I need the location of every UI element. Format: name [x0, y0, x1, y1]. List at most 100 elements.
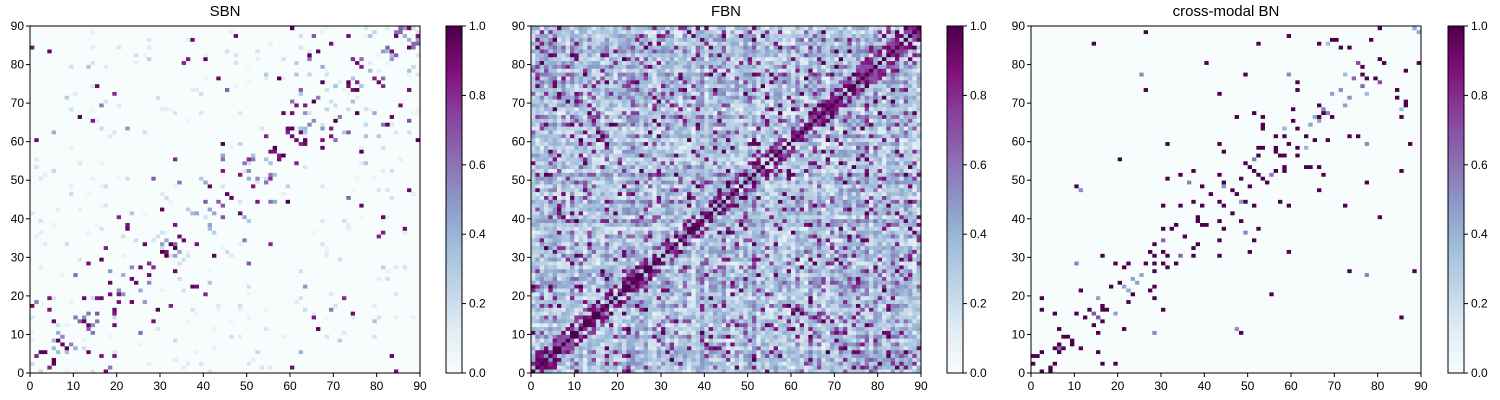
heatmap-cell [168, 311, 174, 316]
heatmap-cell [129, 245, 135, 250]
heatmap-cell [199, 299, 204, 304]
heatmap-cell [60, 272, 66, 277]
heatmap-cell [411, 365, 417, 370]
heatmap-cell [160, 249, 165, 254]
heatmap-cell [34, 184, 40, 189]
heatmap-cell [86, 168, 92, 173]
heatmap-cell [64, 214, 70, 220]
heatmap-cell [147, 191, 152, 196]
heatmap-cell [264, 276, 269, 281]
heatmap-cell [342, 299, 347, 304]
heatmap-cell [129, 187, 135, 193]
heatmap-cell [103, 326, 109, 331]
heatmap-cell [337, 322, 343, 328]
heatmap-cell [86, 330, 92, 335]
heatmap-cell [298, 330, 304, 335]
heatmap-cell [51, 319, 57, 324]
heatmap-cell [203, 218, 209, 223]
heatmap-cell [73, 346, 79, 351]
heatmap-cell [303, 338, 308, 343]
heatmap-cell [229, 218, 235, 223]
heatmap-cell [51, 187, 57, 193]
heatmap-cell [138, 207, 144, 212]
heatmap-cell [342, 307, 347, 312]
heatmap-cell [56, 326, 61, 331]
heatmap-cell [298, 211, 304, 216]
heatmap-cell [90, 199, 96, 204]
heatmap-cell [381, 330, 386, 335]
heatmap-cell [381, 284, 386, 289]
heatmap-cell [298, 218, 304, 223]
heatmap-cell [129, 288, 135, 293]
heatmap-cell [194, 195, 200, 200]
heatmap-cell [125, 187, 131, 193]
heatmap-cell [90, 191, 96, 196]
heatmap-cell [376, 334, 382, 339]
heatmap-cell [290, 319, 295, 324]
heatmap-cell [38, 288, 44, 293]
heatmap-cell [194, 369, 200, 374]
heatmap-cell [177, 261, 183, 266]
heatmap-cell [264, 365, 269, 370]
heatmap-cell [73, 172, 79, 177]
heatmap-cell [324, 176, 330, 181]
heatmap-cell [264, 238, 269, 243]
heatmap-cell [363, 268, 369, 274]
heatmap-cell [138, 295, 144, 301]
heatmap-cell [181, 346, 187, 351]
heatmap-cell [69, 322, 74, 328]
heatmap-cell [246, 234, 252, 239]
heatmap-cell [372, 199, 378, 204]
heatmap-cell [251, 295, 256, 301]
heatmap-cell [212, 319, 217, 324]
heatmap-cell [69, 218, 74, 223]
heatmap-cell [34, 160, 40, 166]
heatmap-cell [411, 234, 417, 239]
heatmap-cell [333, 265, 339, 270]
heatmap-cell [134, 238, 139, 243]
heatmap-cell [82, 326, 87, 331]
heatmap-cell [212, 218, 217, 223]
heatmap-cell [372, 322, 378, 328]
heatmap-cell [99, 311, 105, 316]
heatmap-cell [277, 268, 282, 274]
heatmap-cell [220, 234, 226, 239]
heatmap-cell [320, 238, 326, 243]
heatmap-cell [407, 191, 412, 196]
heatmap-cell [134, 326, 139, 331]
heatmap-cell [333, 191, 339, 196]
heatmap-cell [116, 284, 122, 289]
heatmap-cell [164, 334, 170, 339]
heatmap-cell [56, 238, 61, 243]
heatmap-cell [103, 292, 109, 297]
heatmap-cell [346, 199, 352, 204]
heatmap-cell [372, 311, 378, 316]
heatmap-cell [329, 288, 334, 293]
heatmap-cell [411, 211, 417, 216]
heatmap-cell [268, 303, 274, 308]
heatmap-cell [212, 307, 217, 312]
heatmap-cell [69, 268, 74, 274]
heatmap-cell [385, 330, 391, 335]
heatmap-cell [329, 284, 334, 289]
heatmap-cell [190, 234, 196, 239]
heatmap-cell [350, 218, 356, 223]
heatmap-cell [134, 299, 139, 304]
heatmap-cell [398, 180, 404, 185]
heatmap-cell [129, 261, 135, 266]
heatmap-cell [108, 257, 113, 262]
heatmap-cell [116, 261, 122, 266]
heatmap-cell [259, 365, 265, 370]
heatmap-cell [112, 276, 118, 281]
heatmap-cell [264, 172, 269, 177]
heatmap-cell [60, 342, 66, 347]
heatmap-cell [242, 176, 248, 181]
heatmap-cell [147, 319, 152, 324]
heatmap-cell [303, 168, 308, 173]
heatmap-cell [38, 222, 44, 227]
heatmap-cell [203, 195, 209, 200]
heatmap-cell [181, 249, 187, 254]
heatmap-cell [415, 234, 421, 239]
heatmap-cell [220, 241, 226, 247]
heatmap-cell [56, 184, 61, 189]
